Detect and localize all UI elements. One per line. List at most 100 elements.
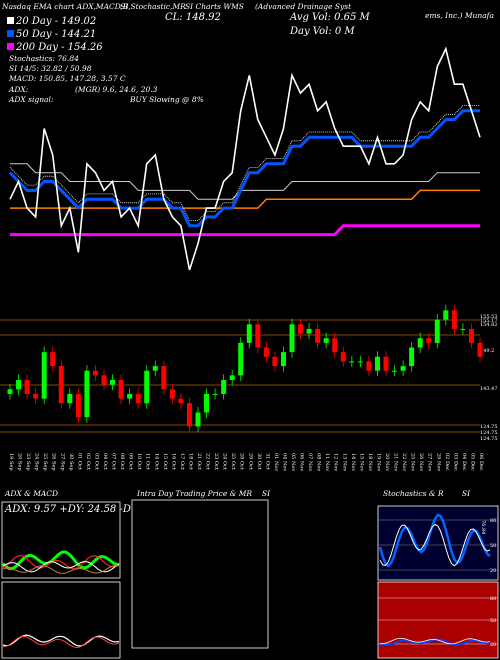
date-tick-label: 11 Nov: [324, 453, 330, 471]
candle-body: [135, 393, 141, 404]
candle-body: [67, 393, 73, 404]
date-tick-label: 30 Oct: [256, 453, 262, 470]
header-company-2: ems, Inc.) Munafa: [425, 11, 494, 20]
candle-body: [366, 361, 372, 371]
candle-body: [280, 352, 286, 367]
candle-body: [434, 319, 440, 343]
close-line: [9, 46, 481, 271]
date-tick-label: 14 Oct: [153, 453, 159, 470]
header-symbol: SI Charts WMS: [185, 2, 244, 11]
candle-body: [289, 324, 295, 353]
date-tick-label: 24 Sep: [34, 453, 40, 471]
date-tick-label: 04 Dec: [461, 453, 467, 471]
date-tick-label: 24 Oct: [222, 453, 228, 470]
date-tick-label: 27 Sep: [59, 453, 65, 471]
candle-body: [186, 403, 192, 427]
candle-body: [349, 361, 355, 363]
plus-di-line: [1, 550, 120, 571]
candle-body: [340, 352, 346, 362]
date-tick-label: 04 Oct: [102, 453, 108, 470]
candle-body: [400, 366, 406, 371]
candle-body: [255, 324, 261, 348]
date-tick-label: 05 Dec: [469, 453, 475, 471]
date-tick-label: 25 Oct: [230, 453, 236, 470]
candle-body: [383, 356, 389, 371]
adx-line: [2, 561, 120, 573]
date-tick-label: 05 Nov: [290, 453, 296, 471]
candle-body: [229, 375, 235, 380]
close-label: CL: 148.92: [165, 12, 221, 23]
candle-body: [204, 393, 210, 413]
date-tick-label: 19 Sep: [8, 453, 14, 471]
adx-label: ADX:: [8, 85, 29, 94]
candle-body: [263, 347, 269, 357]
candle-body: [246, 324, 252, 343]
date-tick-label: 08 Oct: [119, 453, 125, 470]
candles: [7, 304, 483, 432]
candle-body: [451, 310, 457, 329]
intra-panel-title: Intra Day Trading Price & MR: [136, 489, 252, 498]
adx-lines: [1, 550, 120, 574]
date-tick-label: 01 Oct: [76, 453, 82, 470]
candle-body: [161, 366, 167, 390]
date-tick-label: 12 Nov: [333, 453, 339, 471]
candle-body: [127, 393, 133, 399]
date-tick-label: 25 Nov: [410, 453, 416, 471]
adx-panel-values: ADX: 9.57 +DY: 24.58 -DY: 20.29: [4, 504, 172, 515]
candle-body: [426, 338, 432, 343]
intra-panel: [131, 499, 269, 649]
candle-body: [238, 342, 244, 376]
minus-di-line: [2, 554, 120, 570]
candle-body: [16, 380, 22, 390]
candle-body: [392, 370, 398, 372]
date-tick-label: 07 Nov: [307, 453, 313, 471]
candle-body: [195, 412, 201, 427]
candle-body: [332, 338, 338, 353]
date-tick-label: 20 Nov: [384, 453, 390, 471]
ema200-swatch: [7, 43, 14, 50]
candle-body: [92, 370, 98, 376]
candle-body: [169, 389, 175, 399]
date-tick-label: 03 Oct: [93, 453, 99, 470]
date-tick-label: 30 Sep: [68, 453, 74, 471]
ema50-line: [10, 163, 480, 200]
date-tick-label: 20 Sep: [17, 453, 23, 471]
stoch-value-label: 76.84: [480, 520, 486, 534]
header-title: Nasdaq EMA chart ADX,MACD,B: [1, 2, 129, 11]
price-level-label: 143.47: [480, 386, 498, 392]
candle-body: [315, 328, 321, 343]
candle-body: [298, 324, 304, 334]
price-level-label: 155.53: [480, 314, 498, 320]
date-tick-label: 29 Nov: [435, 453, 441, 471]
candle-body: [110, 380, 116, 385]
date-tick-label: 19 Nov: [375, 453, 381, 471]
candle-body: [118, 380, 124, 399]
date-tick-label: 22 Nov: [401, 453, 407, 471]
date-tick-label: 16 Oct: [170, 453, 176, 470]
candle-body: [152, 366, 158, 371]
candle-body: [374, 356, 380, 371]
ema20-dotted-line: [9, 105, 480, 221]
date-tick-label: 26 Nov: [418, 453, 424, 471]
candle-body: [144, 370, 150, 404]
candle-body: [306, 328, 312, 334]
date-tick-label: 22 Oct: [205, 453, 211, 470]
stoch-level-label: 80: [490, 518, 496, 524]
date-tick-label: 06 Dec: [478, 453, 484, 471]
price-level-label: 124.75: [480, 430, 498, 436]
date-tick-label: 13 Nov: [341, 453, 347, 471]
date-tick-label: 04 Nov: [281, 453, 287, 471]
candle-body: [75, 393, 81, 418]
ema20-line: [8, 109, 480, 228]
stoch-panel-title: Stochastics & R: [383, 489, 444, 498]
date-tick-label: 01 Nov: [273, 453, 279, 471]
avg-vol: Avg Vol: 0.65 M: [289, 12, 371, 23]
date-tick-label: 23 Sep: [25, 453, 31, 471]
ema20-swatch: [7, 17, 14, 24]
date-tick-label: 18 Oct: [187, 453, 193, 470]
candle-body: [50, 352, 56, 367]
ema-lines: [8, 46, 481, 271]
candle-body: [58, 366, 64, 404]
stoch-lines: 80 50 20 76.84: [378, 513, 498, 574]
